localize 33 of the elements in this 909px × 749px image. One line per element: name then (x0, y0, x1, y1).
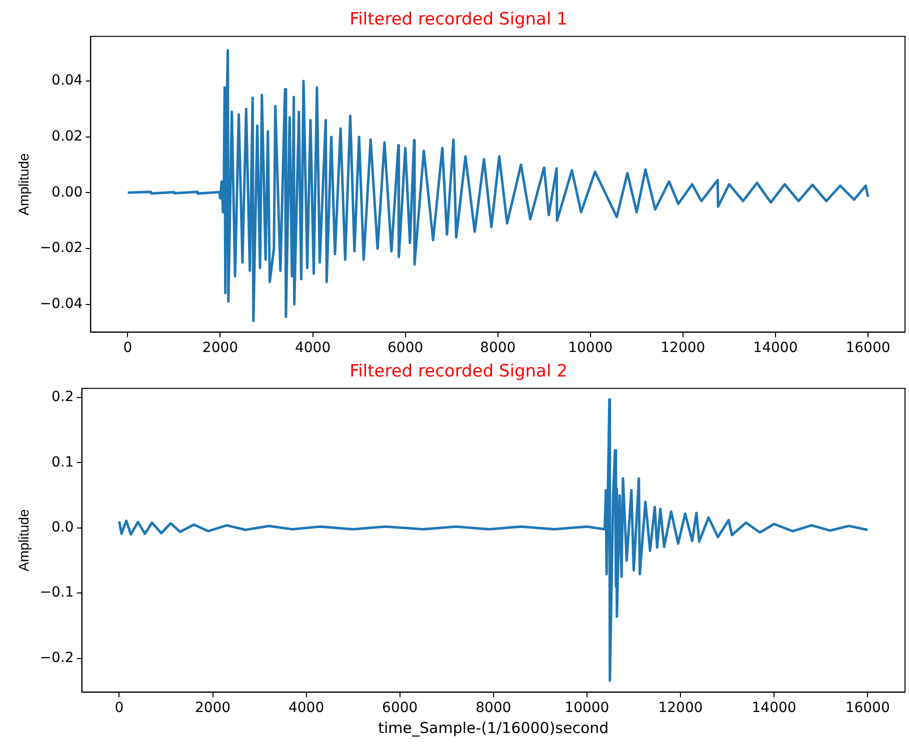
x-tick-label: 2000 (202, 340, 238, 356)
y-tick-label: 0.0 (52, 520, 74, 536)
x-tick-label: 0 (123, 340, 132, 356)
x-tick-label: 10000 (568, 340, 613, 356)
x-tick-label: 14000 (752, 700, 796, 716)
y-axis-title: Amplitude (15, 508, 32, 572)
x-tick-label: 6000 (387, 340, 424, 356)
chart-title: Filtered recorded Signal 1 (350, 10, 568, 30)
x-tick-label: 0 (114, 700, 124, 716)
x-tick-label: 12000 (660, 340, 706, 356)
y-tick-label: 0.04 (52, 72, 83, 89)
x-tick-label: 16000 (845, 700, 890, 716)
x-axis-title: time_Sample-(1/16000)second (378, 718, 609, 737)
x-tick-label: 12000 (658, 700, 703, 716)
x-tick-label: 10000 (564, 700, 610, 716)
y-tick-label: 0.00 (52, 184, 83, 200)
y-axis-title: Amplitude (15, 152, 32, 216)
y-tick-label: −0.02 (40, 240, 83, 256)
x-tick-label: 4000 (294, 340, 331, 356)
y-tick-label: 0.1 (52, 454, 74, 470)
y-tick-label: 0.2 (52, 389, 74, 406)
x-tick-label: 6000 (382, 700, 418, 716)
x-tick-label: 2000 (194, 700, 231, 716)
x-tick-label: 14000 (753, 340, 798, 356)
x-tick-label: 8000 (476, 700, 512, 716)
y-tick-label: −0.04 (40, 296, 83, 312)
y-tick-label: 0.02 (52, 128, 83, 144)
x-tick-label: 4000 (288, 700, 324, 716)
x-tick-label: 16000 (846, 340, 890, 356)
y-tick-label: −0.1 (40, 584, 74, 601)
x-tick-label: 8000 (480, 340, 516, 356)
chart-title: Filtered recorded Signal 2 (350, 362, 568, 382)
y-tick-label: −0.2 (40, 650, 74, 666)
